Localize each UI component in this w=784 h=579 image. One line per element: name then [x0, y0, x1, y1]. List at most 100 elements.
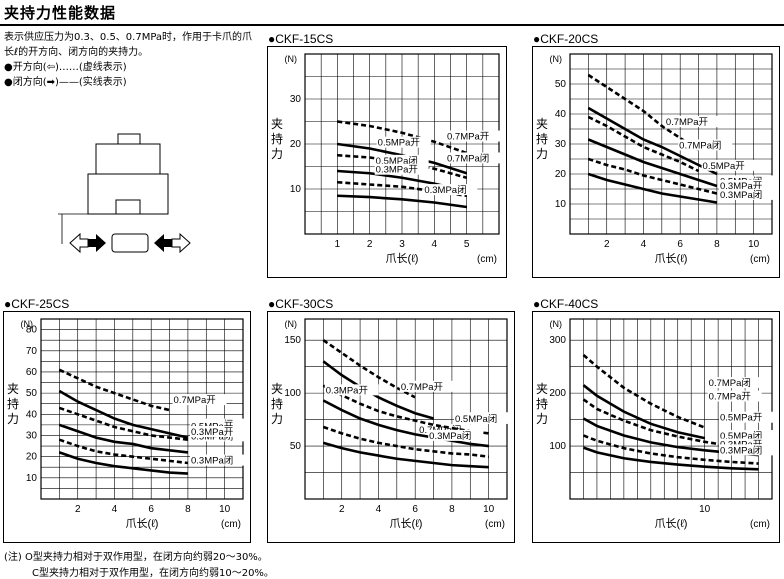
y-axis-label-char: 持 — [536, 131, 548, 146]
series-label-bg — [719, 188, 773, 200]
x-unit-label: (cm) — [477, 254, 497, 265]
chart-title-ckf40: ●CKF-40CS — [533, 297, 599, 311]
x-tick-label: 10 — [699, 504, 711, 515]
series-label-bg — [707, 377, 762, 389]
y-tick-label: 40 — [26, 409, 38, 420]
x-tick-label: 6 — [148, 504, 154, 515]
series-label-bg — [701, 159, 756, 171]
series-line-1 — [322, 360, 434, 420]
series-label-bg — [707, 390, 762, 402]
series-label-bg — [190, 426, 244, 437]
series-label: 0.7MPa闭 — [709, 377, 751, 389]
series-line-3 — [322, 399, 489, 448]
plot-area-border — [304, 53, 500, 235]
note-line-2: C型夹持力相对于双作用型，在闭方向约弱10～20%。 — [32, 568, 274, 579]
y-axis-label-char: 夹 — [271, 117, 283, 131]
series-label: 0.3MPa开 — [191, 427, 234, 438]
title-divider — [0, 24, 784, 26]
series-line-2 — [58, 406, 189, 441]
x-tick-label: 3 — [399, 239, 405, 250]
series-label-bg — [454, 412, 508, 424]
series-label: 0.3MPa闭 — [720, 189, 762, 201]
y-axis-label-char: 力 — [7, 412, 19, 426]
y-axis-label-char: 夹 — [536, 117, 548, 131]
y-tick-label: 50 — [555, 79, 567, 90]
gripper-schematic: ℓ — [58, 133, 191, 254]
open-arrow-right-icon — [171, 232, 191, 254]
series-label: 0.7MPa开 — [666, 117, 709, 128]
series-line-2 — [587, 115, 700, 173]
description-block: 表示供应压力为0.3、0.5、0.7MPa时，作用于卡爪的爪长ℓ的开方向、闭方向… — [4, 30, 262, 90]
series-label-bg — [446, 130, 500, 142]
chart-ckf30: 24681050100150(N)(cm)爪长(ℓ)夹持力0.7MPa开0.7M… — [267, 311, 515, 543]
series-label-bg — [374, 163, 429, 175]
chart-ckf20: 2 4 6 8 10 10 20 30 40 50 (N) (cm) 爪长(ℓ) 夹持力 0.7MPa开 0.… — [532, 46, 780, 278]
schematic-jaw — [115, 199, 141, 215]
series-line-1 — [582, 384, 705, 440]
chart-title-ckf15: ●CKF-15CS — [268, 32, 334, 46]
y-axis-label-char: 力 — [271, 412, 283, 426]
x-tick-label: 4 — [112, 504, 118, 515]
y-unit-label: (N) — [21, 319, 34, 329]
y-axis-label-char: 持 — [7, 396, 19, 411]
series-label-bg — [172, 394, 227, 406]
series-label: 0.3MPa开 — [326, 385, 369, 396]
series-label: 0.3MPa开 — [376, 165, 419, 176]
y-tick-label: 30 — [26, 430, 38, 441]
chart-frame — [532, 311, 780, 543]
x-tick-label: 4 — [376, 504, 382, 515]
plot-area-border — [304, 318, 508, 500]
series-label-bg — [428, 429, 483, 441]
y-tick-label: 30 — [290, 94, 302, 105]
series-line-2 — [322, 384, 489, 435]
x-tick-label: 1 — [335, 239, 341, 250]
y-tick-label: 80 — [26, 325, 38, 336]
x-tick-label: 5 — [464, 239, 470, 250]
series-line-5 — [583, 446, 759, 471]
series-line-4 — [322, 425, 489, 458]
y-axis-label-char: 持 — [271, 131, 283, 146]
y-tick-label: 60 — [26, 367, 38, 378]
series-label-bg — [423, 184, 478, 196]
y-unit-label: (N) — [550, 319, 563, 329]
x-axis-label: 爪长(ℓ) — [386, 252, 419, 265]
y-tick-label: 30 — [555, 139, 567, 150]
plot-area-border — [40, 318, 244, 500]
open-arrow-left-icon — [69, 232, 89, 254]
chart-title-ckf25: ●CKF-25CS — [4, 297, 70, 311]
y-tick-label: 200 — [549, 388, 566, 399]
description-text: 表示供应压力为0.3、0.5、0.7MPa时，作用于卡爪的爪长ℓ的开方向、闭方向… — [4, 32, 253, 58]
close-arrow-left-icon — [154, 234, 172, 252]
series-label-bg — [446, 152, 500, 164]
y-tick-label: 20 — [555, 169, 567, 180]
series-line-0 — [587, 73, 700, 152]
x-unit-label: (cm) — [221, 519, 241, 530]
x-tick-label: 6 — [677, 239, 683, 250]
series-label: 0.7MPa开 — [709, 392, 752, 403]
chart-ckf40: 10 100 200 300 (N) (cm) 爪长(ℓ) 夹持力 0.7MPa开 0.7MPa闭… — [532, 311, 780, 543]
series-line-0 — [582, 354, 706, 429]
series-label-bg — [719, 438, 773, 450]
chart-ckf25: 2 4 6 8 10 10 20 30 40 50 60 70 80(N) (cm) 爪长(ℓ) 夹持力 0.7… — [3, 311, 251, 543]
y-axis-label-char: 持 — [271, 396, 283, 411]
series-line-1 — [587, 106, 718, 176]
y-tick-label: 20 — [26, 452, 38, 463]
y-unit-label: (N) — [285, 319, 298, 329]
y-tick-label: 20 — [290, 139, 302, 150]
series-label-bg — [418, 424, 473, 436]
y-axis-label-char: 夹 — [7, 382, 19, 396]
schematic-workpiece — [111, 233, 149, 253]
series-label-bg — [374, 154, 429, 166]
x-tick-label: 2 — [75, 504, 81, 515]
series-label: 0.5MPa开 — [703, 161, 746, 172]
series-label: 0.3MPa闭 — [429, 430, 471, 442]
series-line-4 — [587, 157, 718, 195]
y-tick-label: 70 — [26, 346, 38, 357]
series-label-bg — [719, 179, 773, 191]
x-tick-label: 10 — [483, 504, 495, 515]
series-label: 0.3MPa闭 — [720, 444, 762, 456]
y-axis-label-char: 力 — [536, 147, 548, 161]
series-label-bg — [678, 139, 733, 151]
schematic-body-upper — [95, 143, 161, 175]
series-label-bg — [324, 384, 379, 396]
